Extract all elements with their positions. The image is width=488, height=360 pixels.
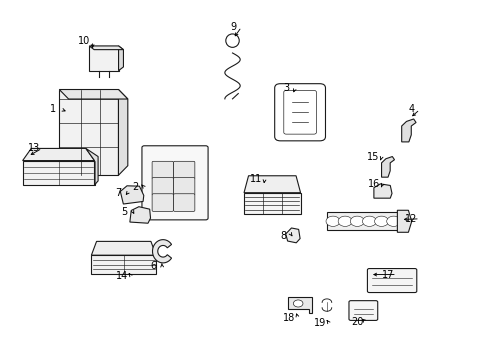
FancyBboxPatch shape <box>283 90 316 134</box>
FancyBboxPatch shape <box>366 269 416 293</box>
FancyBboxPatch shape <box>152 194 173 211</box>
Polygon shape <box>22 148 94 161</box>
Polygon shape <box>86 148 98 185</box>
Polygon shape <box>381 157 394 177</box>
Text: 19: 19 <box>313 318 325 328</box>
FancyBboxPatch shape <box>173 161 194 179</box>
Polygon shape <box>91 242 156 255</box>
Polygon shape <box>91 255 156 274</box>
Text: 7: 7 <box>115 188 122 198</box>
Text: 3: 3 <box>283 82 289 93</box>
Circle shape <box>362 216 376 226</box>
Text: 17: 17 <box>381 270 394 280</box>
Circle shape <box>293 300 303 307</box>
FancyBboxPatch shape <box>173 177 194 195</box>
Text: 16: 16 <box>367 179 379 189</box>
Text: 2: 2 <box>132 182 138 192</box>
Text: 1: 1 <box>50 104 56 114</box>
FancyBboxPatch shape <box>152 177 173 195</box>
Text: 11: 11 <box>249 174 262 184</box>
Text: 14: 14 <box>116 271 128 281</box>
Text: 6: 6 <box>150 261 156 271</box>
Circle shape <box>325 216 339 226</box>
Polygon shape <box>397 210 411 232</box>
Polygon shape <box>59 90 127 99</box>
Polygon shape <box>59 90 118 175</box>
Text: 5: 5 <box>122 207 127 217</box>
FancyBboxPatch shape <box>348 301 377 320</box>
Text: 8: 8 <box>280 231 286 241</box>
Text: 4: 4 <box>407 104 413 114</box>
Polygon shape <box>118 46 123 71</box>
FancyBboxPatch shape <box>173 194 194 211</box>
Ellipse shape <box>225 34 239 48</box>
Text: 20: 20 <box>350 317 363 327</box>
Polygon shape <box>285 228 300 243</box>
Polygon shape <box>89 46 118 71</box>
Polygon shape <box>287 297 311 313</box>
Polygon shape <box>244 193 300 214</box>
Text: 18: 18 <box>283 312 295 323</box>
FancyBboxPatch shape <box>152 161 173 179</box>
Bar <box>326 212 399 230</box>
Polygon shape <box>152 240 171 263</box>
Text: 10: 10 <box>78 36 90 46</box>
Polygon shape <box>130 207 150 223</box>
Polygon shape <box>244 176 300 193</box>
Polygon shape <box>22 161 94 185</box>
Circle shape <box>349 216 364 226</box>
Polygon shape <box>401 119 415 142</box>
FancyBboxPatch shape <box>142 146 208 220</box>
Circle shape <box>338 216 351 226</box>
FancyBboxPatch shape <box>274 84 325 141</box>
Polygon shape <box>89 46 123 50</box>
Text: 15: 15 <box>366 152 378 162</box>
Circle shape <box>374 216 388 226</box>
Text: 9: 9 <box>229 22 236 32</box>
Text: 13: 13 <box>27 143 40 153</box>
Polygon shape <box>118 90 127 175</box>
Polygon shape <box>120 186 143 204</box>
Circle shape <box>386 216 400 226</box>
Text: 12: 12 <box>404 214 417 224</box>
Polygon shape <box>373 184 391 198</box>
